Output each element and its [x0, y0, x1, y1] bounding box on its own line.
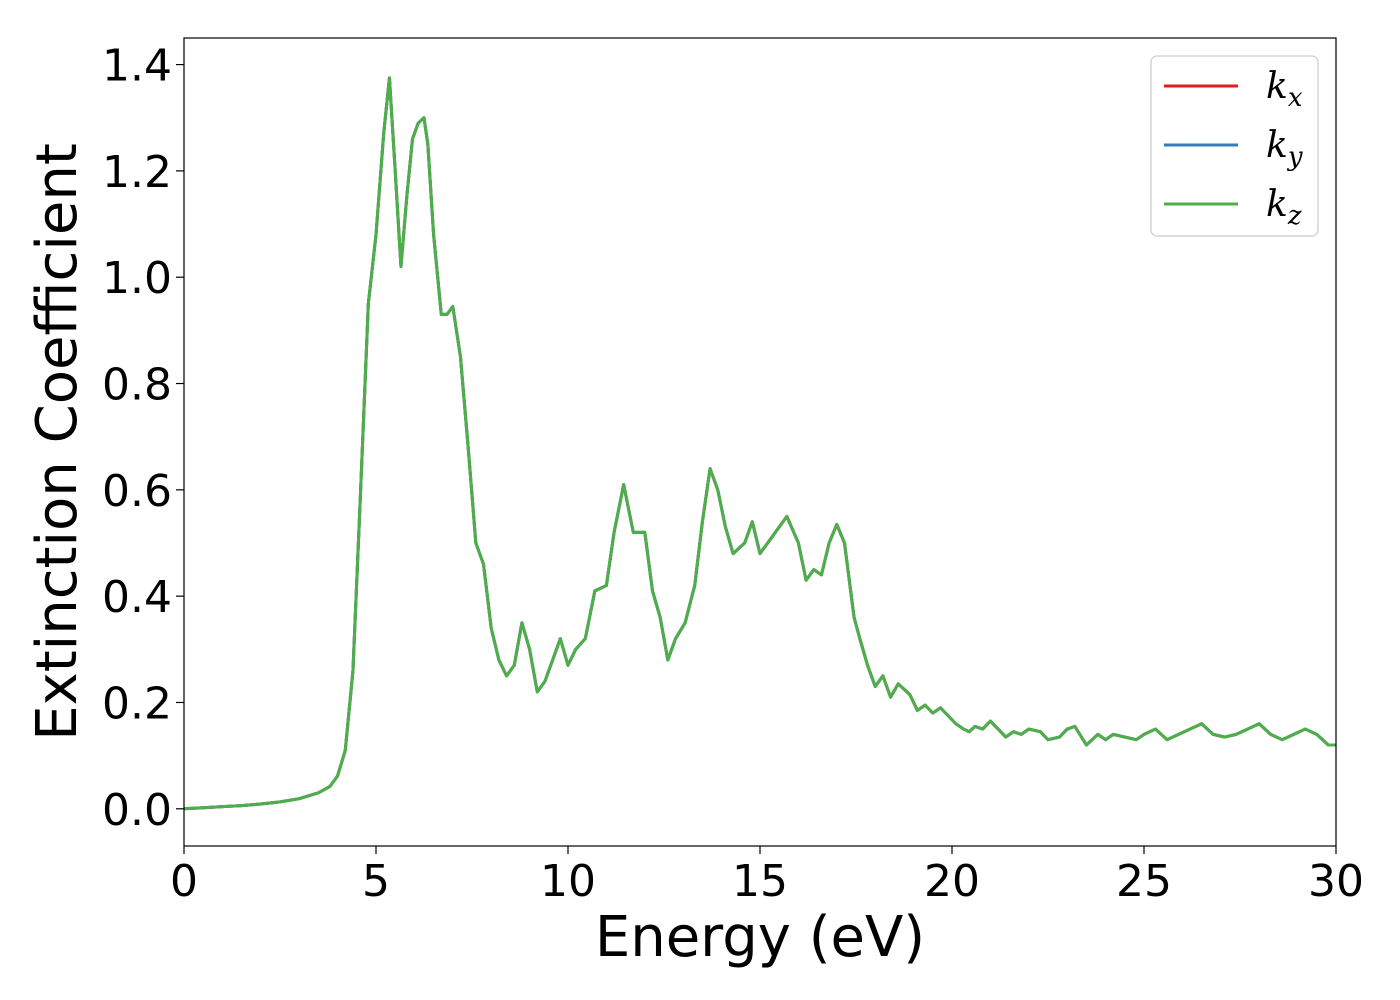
x-tick-label: 10 — [540, 856, 596, 907]
series-line-kz — [184, 76, 1336, 811]
x-axis-title: Energy (eV) — [595, 905, 925, 970]
y-tick-label: 1.0 — [102, 253, 172, 304]
y-tick-label: 0.8 — [102, 360, 172, 411]
y-axis: 0.0 0.2 0.4 0.6 0.8 1.0 1.2 1.4 — [102, 41, 184, 836]
y-tick-label: 0.4 — [102, 572, 172, 623]
legend-label: kx — [1266, 66, 1303, 113]
y-axis-title: Extinction Coefficient — [25, 143, 90, 741]
x-tick-label: 25 — [1116, 856, 1172, 907]
x-tick-label: 0 — [170, 856, 198, 907]
legend-label: kz — [1266, 184, 1302, 231]
y-tick-label: 0.2 — [102, 678, 172, 729]
x-tick-label: 15 — [732, 856, 788, 907]
legend: kx ky kz — [1150, 55, 1319, 237]
y-tick-label: 0.0 — [102, 785, 172, 836]
x-tick-label: 20 — [924, 856, 980, 907]
legend-label: ky — [1266, 125, 1303, 172]
y-tick-label: 1.2 — [102, 147, 172, 198]
x-axis: 0 5 10 15 20 25 30 — [170, 846, 1364, 907]
x-tick-label: 30 — [1308, 856, 1364, 907]
x-tick-label: 5 — [362, 856, 390, 907]
plot-lines — [184, 76, 1336, 811]
y-tick-label: 0.6 — [102, 466, 172, 517]
y-tick-label: 1.4 — [102, 41, 172, 92]
